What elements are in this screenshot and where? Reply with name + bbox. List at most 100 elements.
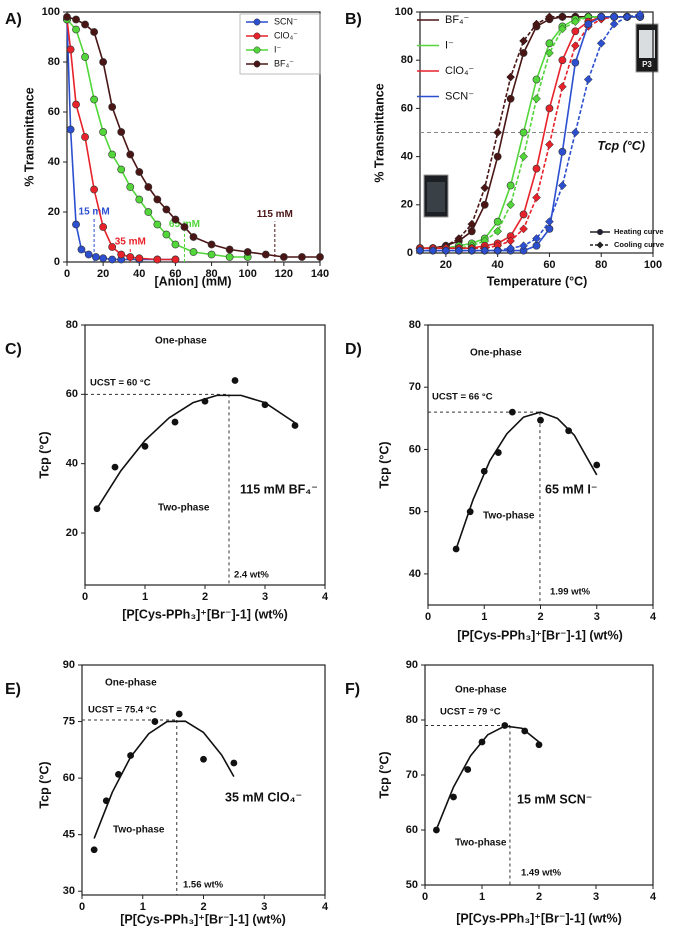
data-point bbox=[108, 103, 117, 111]
data-point bbox=[108, 150, 117, 159]
data-point bbox=[225, 253, 234, 261]
data-point bbox=[162, 205, 171, 214]
data-point bbox=[117, 128, 126, 136]
data-point bbox=[584, 20, 593, 28]
ucst-x-label: 1.56 wt% bbox=[183, 880, 224, 891]
y-tick-label: 80 bbox=[409, 319, 421, 331]
data-point bbox=[126, 253, 135, 261]
anion-label: 15 mM SCN⁻ bbox=[517, 792, 592, 806]
data-point bbox=[231, 377, 239, 384]
data-point bbox=[532, 234, 541, 243]
ucst-label: UCST = 66 °C bbox=[432, 392, 493, 403]
data-point bbox=[127, 752, 134, 759]
data-point bbox=[545, 12, 554, 22]
data-point bbox=[180, 223, 189, 231]
data-point bbox=[72, 100, 80, 109]
legend-marker bbox=[253, 60, 261, 68]
x-tick-label: 80 bbox=[595, 259, 607, 271]
plot-frame bbox=[66, 11, 321, 263]
data-point bbox=[519, 210, 528, 219]
data-point bbox=[93, 505, 101, 513]
region-label: Two-phase bbox=[158, 503, 210, 514]
ucst-label: UCST = 75.4 °C bbox=[88, 705, 157, 716]
y-axis-label: % Transmittance bbox=[372, 83, 386, 182]
data-point bbox=[81, 133, 89, 141]
data-point bbox=[99, 128, 108, 136]
y-tick-label: 80 bbox=[66, 319, 78, 331]
data-point bbox=[428, 246, 438, 255]
data-point bbox=[506, 72, 515, 82]
data-point bbox=[99, 223, 108, 231]
data-point bbox=[519, 224, 528, 234]
y-tick-label: 80 bbox=[406, 714, 418, 726]
data-point bbox=[583, 75, 593, 84]
data-point bbox=[153, 220, 162, 229]
data-point bbox=[171, 240, 180, 249]
data-point bbox=[508, 408, 516, 416]
data-point bbox=[153, 195, 162, 204]
y-tick-label: 30 bbox=[63, 885, 75, 897]
legend-marker bbox=[253, 18, 261, 26]
data-point bbox=[558, 181, 567, 190]
data-point bbox=[521, 727, 529, 735]
x-tick-label: 0 bbox=[79, 901, 85, 913]
vial-liquid bbox=[639, 30, 655, 58]
ucst-label: UCST = 79 °C bbox=[440, 707, 501, 718]
data-point bbox=[452, 545, 460, 553]
region-label: Two-phase bbox=[113, 825, 165, 836]
y-tick-label: 60 bbox=[409, 443, 421, 455]
legend-label: I⁻ bbox=[445, 39, 454, 51]
data-point bbox=[545, 104, 554, 113]
y-axis-label: Tcp (°C) bbox=[377, 751, 391, 798]
data-point bbox=[153, 255, 162, 264]
panel-label: E) bbox=[5, 681, 21, 698]
y-axis-label: Tcp (°C) bbox=[377, 441, 391, 488]
region-label: One-phase bbox=[470, 348, 522, 359]
y-tick-label: 45 bbox=[63, 829, 75, 841]
y-tick-label: 20 bbox=[66, 527, 78, 539]
data-point bbox=[279, 253, 288, 261]
data-point bbox=[570, 128, 580, 137]
x-tick-label: 2 bbox=[202, 591, 208, 603]
data-point bbox=[175, 710, 183, 718]
region-label: Two-phase bbox=[483, 511, 535, 522]
data-point bbox=[144, 183, 153, 191]
y-tick-label: 60 bbox=[48, 106, 60, 118]
legend-box bbox=[239, 13, 321, 75]
data-point bbox=[151, 718, 159, 725]
y-tick-label: 90 bbox=[406, 659, 418, 671]
data-point bbox=[111, 463, 119, 471]
y-tick-label: 20 bbox=[48, 206, 60, 218]
data-point bbox=[135, 168, 144, 176]
data-point bbox=[108, 243, 117, 251]
data-point bbox=[532, 75, 541, 84]
y-tick-label: 40 bbox=[401, 151, 413, 163]
anion-label: 65 mM I⁻ bbox=[545, 482, 597, 496]
data-point bbox=[126, 183, 135, 191]
data-point bbox=[81, 20, 89, 29]
y-axis-label: % Transmittance bbox=[22, 87, 36, 186]
annotation: 35 mM bbox=[115, 237, 146, 248]
ucst-label: UCST = 60 °C bbox=[90, 378, 151, 389]
data-point bbox=[571, 27, 580, 36]
x-axis-label: Temperature (°C) bbox=[487, 274, 588, 288]
x-tick-label: 20 bbox=[440, 259, 452, 271]
data-point bbox=[201, 397, 209, 405]
x-tick-label: 140 bbox=[311, 268, 329, 280]
y-tick-label: 60 bbox=[66, 388, 78, 400]
data-point bbox=[84, 250, 93, 259]
x-tick-label: 2 bbox=[536, 891, 542, 903]
data-point bbox=[243, 248, 252, 256]
data-point bbox=[92, 253, 100, 261]
data-point bbox=[99, 254, 108, 263]
region-label: One-phase bbox=[455, 685, 507, 696]
data-point bbox=[450, 793, 457, 801]
x-tick-label: 4 bbox=[322, 901, 329, 913]
y-axis-label: Tcp (°C) bbox=[37, 431, 51, 478]
data-point bbox=[144, 208, 153, 216]
data-point bbox=[162, 230, 171, 239]
data-point bbox=[494, 449, 502, 456]
data-point bbox=[90, 846, 98, 854]
data-point bbox=[532, 241, 541, 250]
